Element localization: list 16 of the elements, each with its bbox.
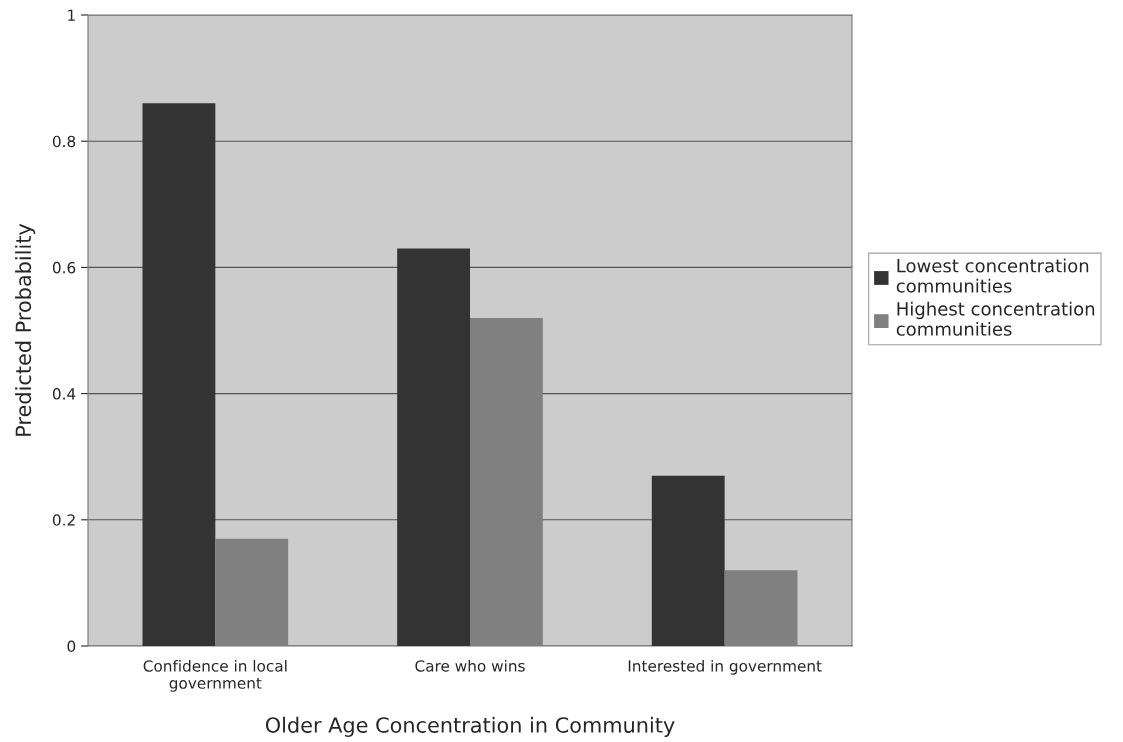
y-axis-title: Predicted Probability: [15, 223, 36, 436]
bar: [397, 248, 470, 646]
y-tick-label: 0.4: [52, 388, 76, 400]
x-tick-label: Confidence in local government: [143, 659, 287, 692]
x-tick-label: Interested in government: [628, 659, 822, 675]
y-tick-label: 1: [68, 9, 75, 21]
x-tick-label: Care who wins: [415, 659, 525, 672]
y-tick-label: 0.8: [52, 135, 76, 148]
legend-label: Lowest concentration communities: [896, 258, 1089, 293]
legend-label: Highest concentration communities: [896, 301, 1095, 336]
y-tick-label: 0: [67, 640, 76, 653]
y-tick-label: 0.6: [52, 261, 76, 274]
y-tick-label: 0.2: [52, 514, 75, 526]
bar: [651, 475, 725, 646]
bar: [142, 103, 216, 646]
x-axis-title: Older Age Concentration in Community: [265, 716, 675, 737]
